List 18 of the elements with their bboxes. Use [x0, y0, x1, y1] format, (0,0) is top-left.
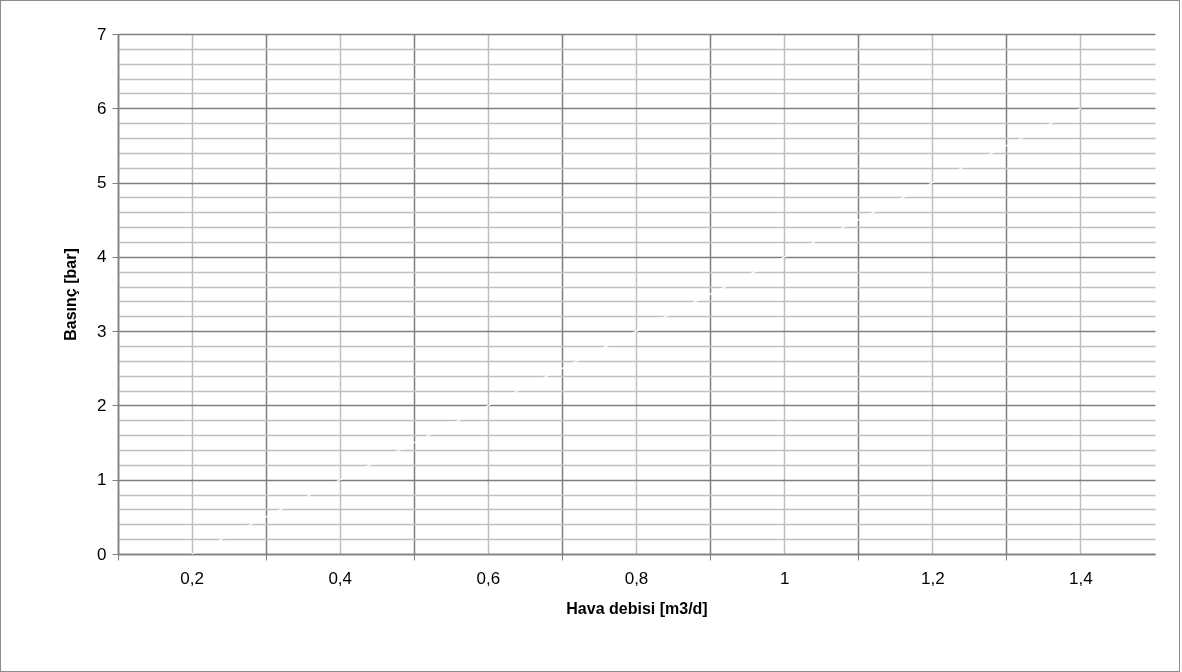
line-series [191, 107, 1082, 555]
y-tick-label: 3 [97, 321, 107, 341]
y-axis-title: Basınç [bar] [62, 248, 80, 341]
x-tick-label: 1 [779, 568, 790, 588]
x-tick-label: 1,4 [1069, 568, 1093, 588]
x-tick-label: 0,2 [180, 568, 204, 588]
y-tick-label: 6 [97, 98, 107, 118]
y-tick-label: 0 [97, 544, 107, 564]
x-tick-label: 0,8 [624, 568, 649, 588]
x-axis-title: Hava debisi [m3/d] [566, 599, 708, 617]
x-tick-label: 0,4 [328, 568, 353, 588]
y-tick-label: 4 [97, 247, 107, 267]
y-tick-label: 7 [97, 24, 107, 44]
x-tick-label: 1,2 [920, 568, 945, 588]
y-tick-label: 2 [97, 395, 107, 415]
y-tick-label: 1 [97, 470, 107, 490]
x-tick-label: 0,6 [476, 568, 501, 588]
y-tick-label: 5 [97, 173, 107, 193]
